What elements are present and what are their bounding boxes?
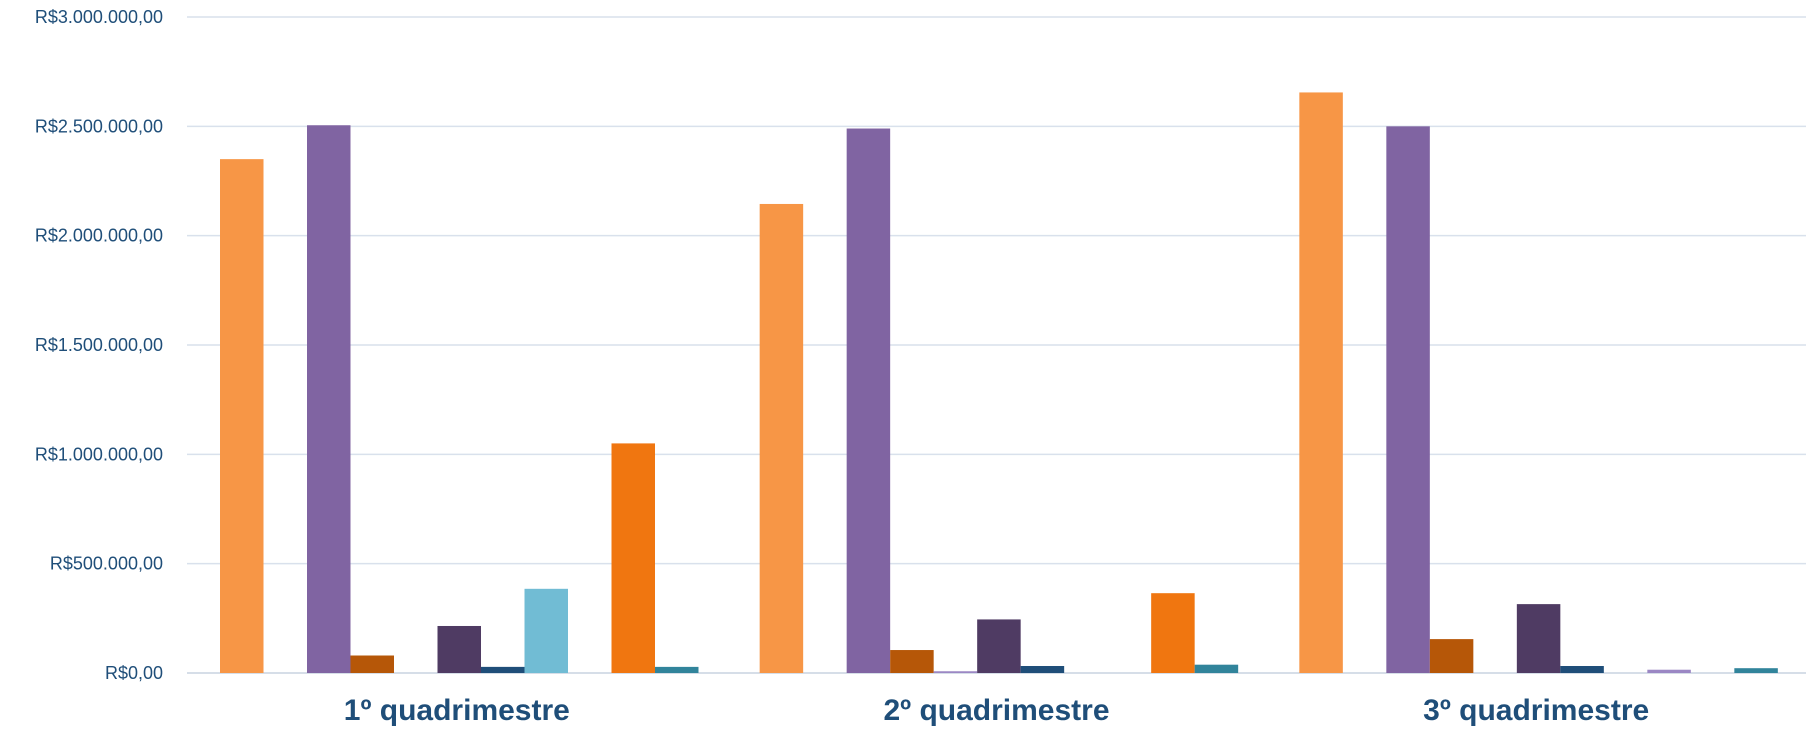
gridlines [187, 16, 1806, 674]
bar [524, 588, 568, 673]
bar [437, 625, 481, 673]
bar [890, 650, 934, 673]
bar [977, 619, 1021, 673]
bar [1194, 664, 1239, 673]
y-tick-label: R$500.000,00 [50, 554, 163, 574]
bar [1647, 669, 1691, 673]
y-tick-label: R$0,00 [105, 663, 163, 683]
bar [1020, 666, 1065, 673]
y-tick-label: R$2.500.000,00 [35, 116, 163, 136]
bar [1299, 92, 1343, 673]
bar [1560, 666, 1604, 673]
bars [220, 92, 1778, 674]
y-tick-label: R$1.500.000,00 [35, 335, 163, 355]
y-tick-label: R$1.000.000,00 [35, 444, 163, 464]
bar [846, 128, 891, 673]
bar [1151, 593, 1195, 673]
y-axis-tick-labels: R$0,00 R$500.000,00 R$1.000.000,00 R$1.500.… [35, 7, 163, 683]
bar [307, 125, 351, 674]
bar [933, 671, 978, 673]
bar [481, 666, 525, 673]
y-tick-label: R$3.000.000,00 [35, 7, 163, 27]
bar [655, 666, 699, 673]
x-category-label: 1º quadrimestre [344, 694, 570, 727]
bar [350, 655, 394, 673]
bar [1429, 639, 1474, 673]
bar [759, 203, 804, 673]
x-axis-category-labels: 1º quadrimestre 2º quadrimestre 3º quadrim… [344, 694, 1649, 727]
x-category-label: 2º quadrimestre [883, 694, 1109, 727]
bar [1734, 668, 1778, 673]
bar [220, 159, 264, 674]
bar [611, 443, 655, 673]
y-tick-label: R$2.000.000,00 [35, 226, 163, 246]
bar [1386, 126, 1430, 674]
x-category-label: 3º quadrimestre [1423, 694, 1649, 727]
bar [1516, 604, 1561, 673]
